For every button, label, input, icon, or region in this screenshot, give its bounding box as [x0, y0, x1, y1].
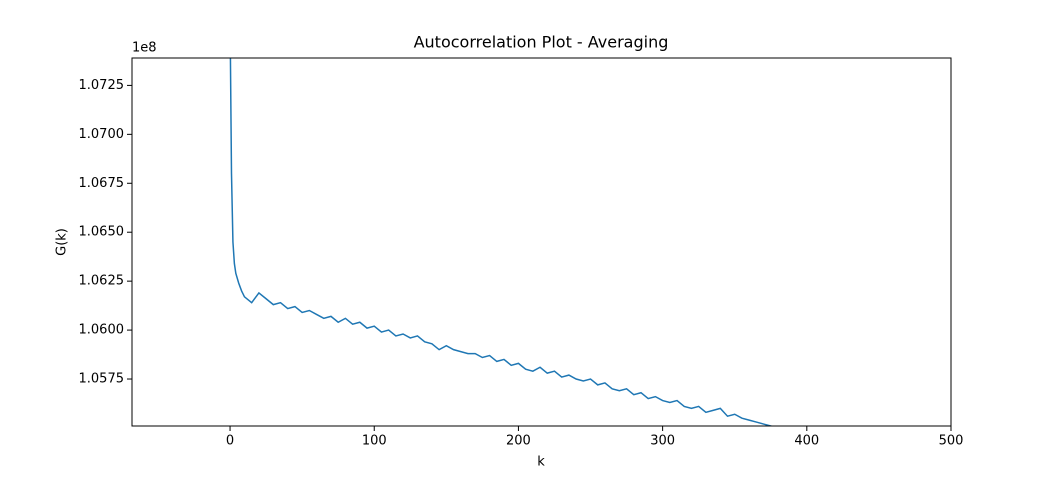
data-line [229, 58, 774, 426]
x-tick-label: 0 [226, 434, 234, 449]
y-offset-label: 1e8 [132, 41, 157, 56]
x-tick-label: 200 [506, 434, 531, 449]
x-tick-label: 100 [362, 434, 387, 449]
y-axis-label: G(k) [55, 228, 70, 256]
x-tick-label: 400 [794, 434, 819, 449]
y-tick-label: 1.0725 [79, 78, 125, 93]
plot-frame [131, 57, 952, 427]
y-tick-label: 1.0625 [79, 274, 125, 289]
x-tick-label: 500 [939, 434, 964, 449]
y-tick-label: 1.0600 [79, 323, 125, 338]
x-axis-label: k [537, 455, 545, 470]
y-tick-label: 1.0675 [79, 176, 125, 191]
y-tick-label: 1.0575 [79, 372, 125, 387]
x-tick-label: 300 [650, 434, 675, 449]
y-tick-label: 1.0650 [79, 225, 125, 240]
chart-title: Autocorrelation Plot - Averaging [414, 33, 669, 52]
y-tick-label: 1.0700 [79, 127, 125, 142]
